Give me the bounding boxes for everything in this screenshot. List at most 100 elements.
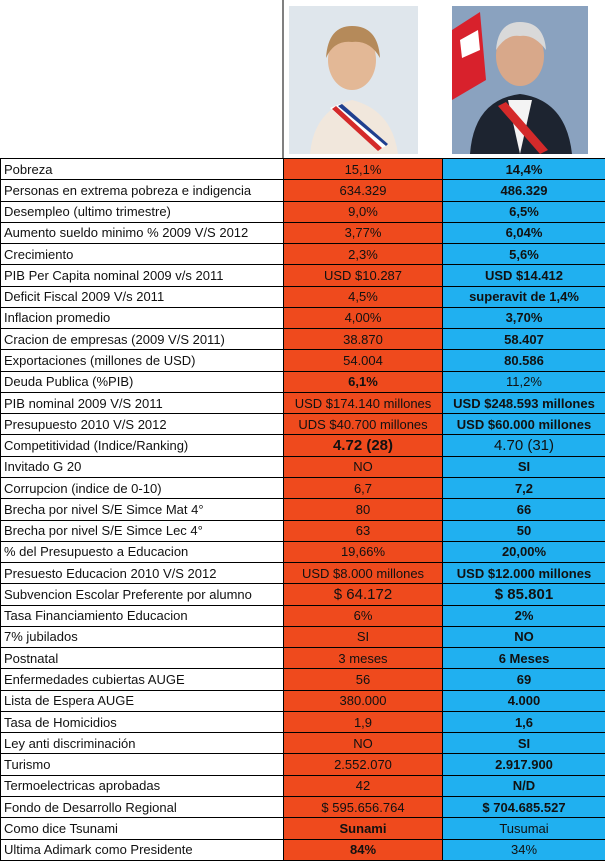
right-value: SI xyxy=(443,456,605,477)
right-value: USD $248.593 millones xyxy=(443,392,605,413)
row-label: Deuda Publica (%PIB) xyxy=(1,371,284,392)
row-label: Cracion de empresas (2009 V/S 2011) xyxy=(1,329,284,350)
left-value: 3,77% xyxy=(284,222,443,243)
row-label: Ultima Adimark como Presidente xyxy=(1,839,284,860)
row-label: % del Presupuesto a Educacion xyxy=(1,541,284,562)
right-value: 69 xyxy=(443,669,605,690)
right-value: 50 xyxy=(443,520,605,541)
table-row: Subvencion Escolar Preferente por alumno… xyxy=(1,584,605,605)
photo-right xyxy=(452,6,588,154)
left-value: 54.004 xyxy=(284,350,443,371)
right-value: 2% xyxy=(443,605,605,626)
row-label: Inflacion promedio xyxy=(1,307,284,328)
row-label: 7% jubilados xyxy=(1,626,284,647)
right-value: 3,70% xyxy=(443,307,605,328)
right-value: 11,2% xyxy=(443,371,605,392)
right-value: USD $12.000 millones xyxy=(443,563,605,584)
left-value: $ 595.656.764 xyxy=(284,796,443,817)
left-value: 84% xyxy=(284,839,443,860)
right-value: 486.329 xyxy=(443,180,605,201)
right-value: superavit de 1,4% xyxy=(443,286,605,307)
left-value: 56 xyxy=(284,669,443,690)
right-value: 58.407 xyxy=(443,329,605,350)
right-value: 2.917.900 xyxy=(443,754,605,775)
row-label: Como dice Tsunami xyxy=(1,818,284,839)
photo-left xyxy=(289,6,418,154)
right-value: 6 Meses xyxy=(443,648,605,669)
left-value: 2.552.070 xyxy=(284,754,443,775)
table-row: Deuda Publica (%PIB)6,1%11,2% xyxy=(1,371,605,392)
row-label: Lista de Espera AUGE xyxy=(1,690,284,711)
table-row: Fondo de Desarrollo Regional$ 595.656.76… xyxy=(1,796,605,817)
row-label: Competitividad (Indice/Ranking) xyxy=(1,435,284,456)
right-value: USD $14.412 xyxy=(443,265,605,286)
row-label: PIB Per Capita nominal 2009 v/s 2011 xyxy=(1,265,284,286)
right-value: 7,2 xyxy=(443,477,605,498)
right-value: 4.70 (31) xyxy=(443,435,605,456)
left-value: 80 xyxy=(284,499,443,520)
table-row: Cracion de empresas (2009 V/S 2011)38.87… xyxy=(1,329,605,350)
left-value: NO xyxy=(284,733,443,754)
left-value: 42 xyxy=(284,775,443,796)
right-value: 66 xyxy=(443,499,605,520)
row-label: Presuesto Educacion 2010 V/S 2012 xyxy=(1,563,284,584)
right-value: 6,5% xyxy=(443,201,605,222)
row-label: Subvencion Escolar Preferente por alumno xyxy=(1,584,284,605)
right-value: SI xyxy=(443,733,605,754)
row-label: Ley anti discriminación xyxy=(1,733,284,754)
row-label: Invitado G 20 xyxy=(1,456,284,477)
left-value: 19,66% xyxy=(284,541,443,562)
right-value: $ 85.801 xyxy=(443,584,605,605)
row-label: Brecha por nivel S/E Simce Mat 4° xyxy=(1,499,284,520)
left-value: 63 xyxy=(284,520,443,541)
row-label: Brecha por nivel S/E Simce Lec 4° xyxy=(1,520,284,541)
left-value: SI xyxy=(284,626,443,647)
row-label: Turismo xyxy=(1,754,284,775)
right-value: 80.586 xyxy=(443,350,605,371)
right-value: $ 704.685.527 xyxy=(443,796,605,817)
left-value: 9,0% xyxy=(284,201,443,222)
row-label: Crecimiento xyxy=(1,244,284,265)
row-label: Tasa Financiamiento Educacion xyxy=(1,605,284,626)
row-label: Tasa de Homicidios xyxy=(1,711,284,732)
left-value: 2,3% xyxy=(284,244,443,265)
left-value: USD $8.000 millones xyxy=(284,563,443,584)
right-value: 14,4% xyxy=(443,159,605,180)
left-value: USD $174.140 millones xyxy=(284,392,443,413)
row-label: Pobreza xyxy=(1,159,284,180)
right-value: Tusumai xyxy=(443,818,605,839)
left-value: 3 meses xyxy=(284,648,443,669)
right-value: 6,04% xyxy=(443,222,605,243)
right-value: 34% xyxy=(443,839,605,860)
row-label: Deficit Fiscal 2009 V/s 2011 xyxy=(1,286,284,307)
right-value: 20,00% xyxy=(443,541,605,562)
table-row: Competitividad (Indice/Ranking)4.72 (28)… xyxy=(1,435,605,456)
row-label: Postnatal xyxy=(1,648,284,669)
left-value: 6% xyxy=(284,605,443,626)
right-value: N/D xyxy=(443,775,605,796)
left-value: 634.329 xyxy=(284,180,443,201)
left-value: 380.000 xyxy=(284,690,443,711)
table-row: Personas en extrema pobreza e indigencia… xyxy=(1,180,605,201)
row-label: Termoelectricas aprobadas xyxy=(1,775,284,796)
row-label: PIB nominal 2009 V/S 2011 xyxy=(1,392,284,413)
left-value: 4.72 (28) xyxy=(284,435,443,456)
right-value: 4.000 xyxy=(443,690,605,711)
left-value: 6,1% xyxy=(284,371,443,392)
